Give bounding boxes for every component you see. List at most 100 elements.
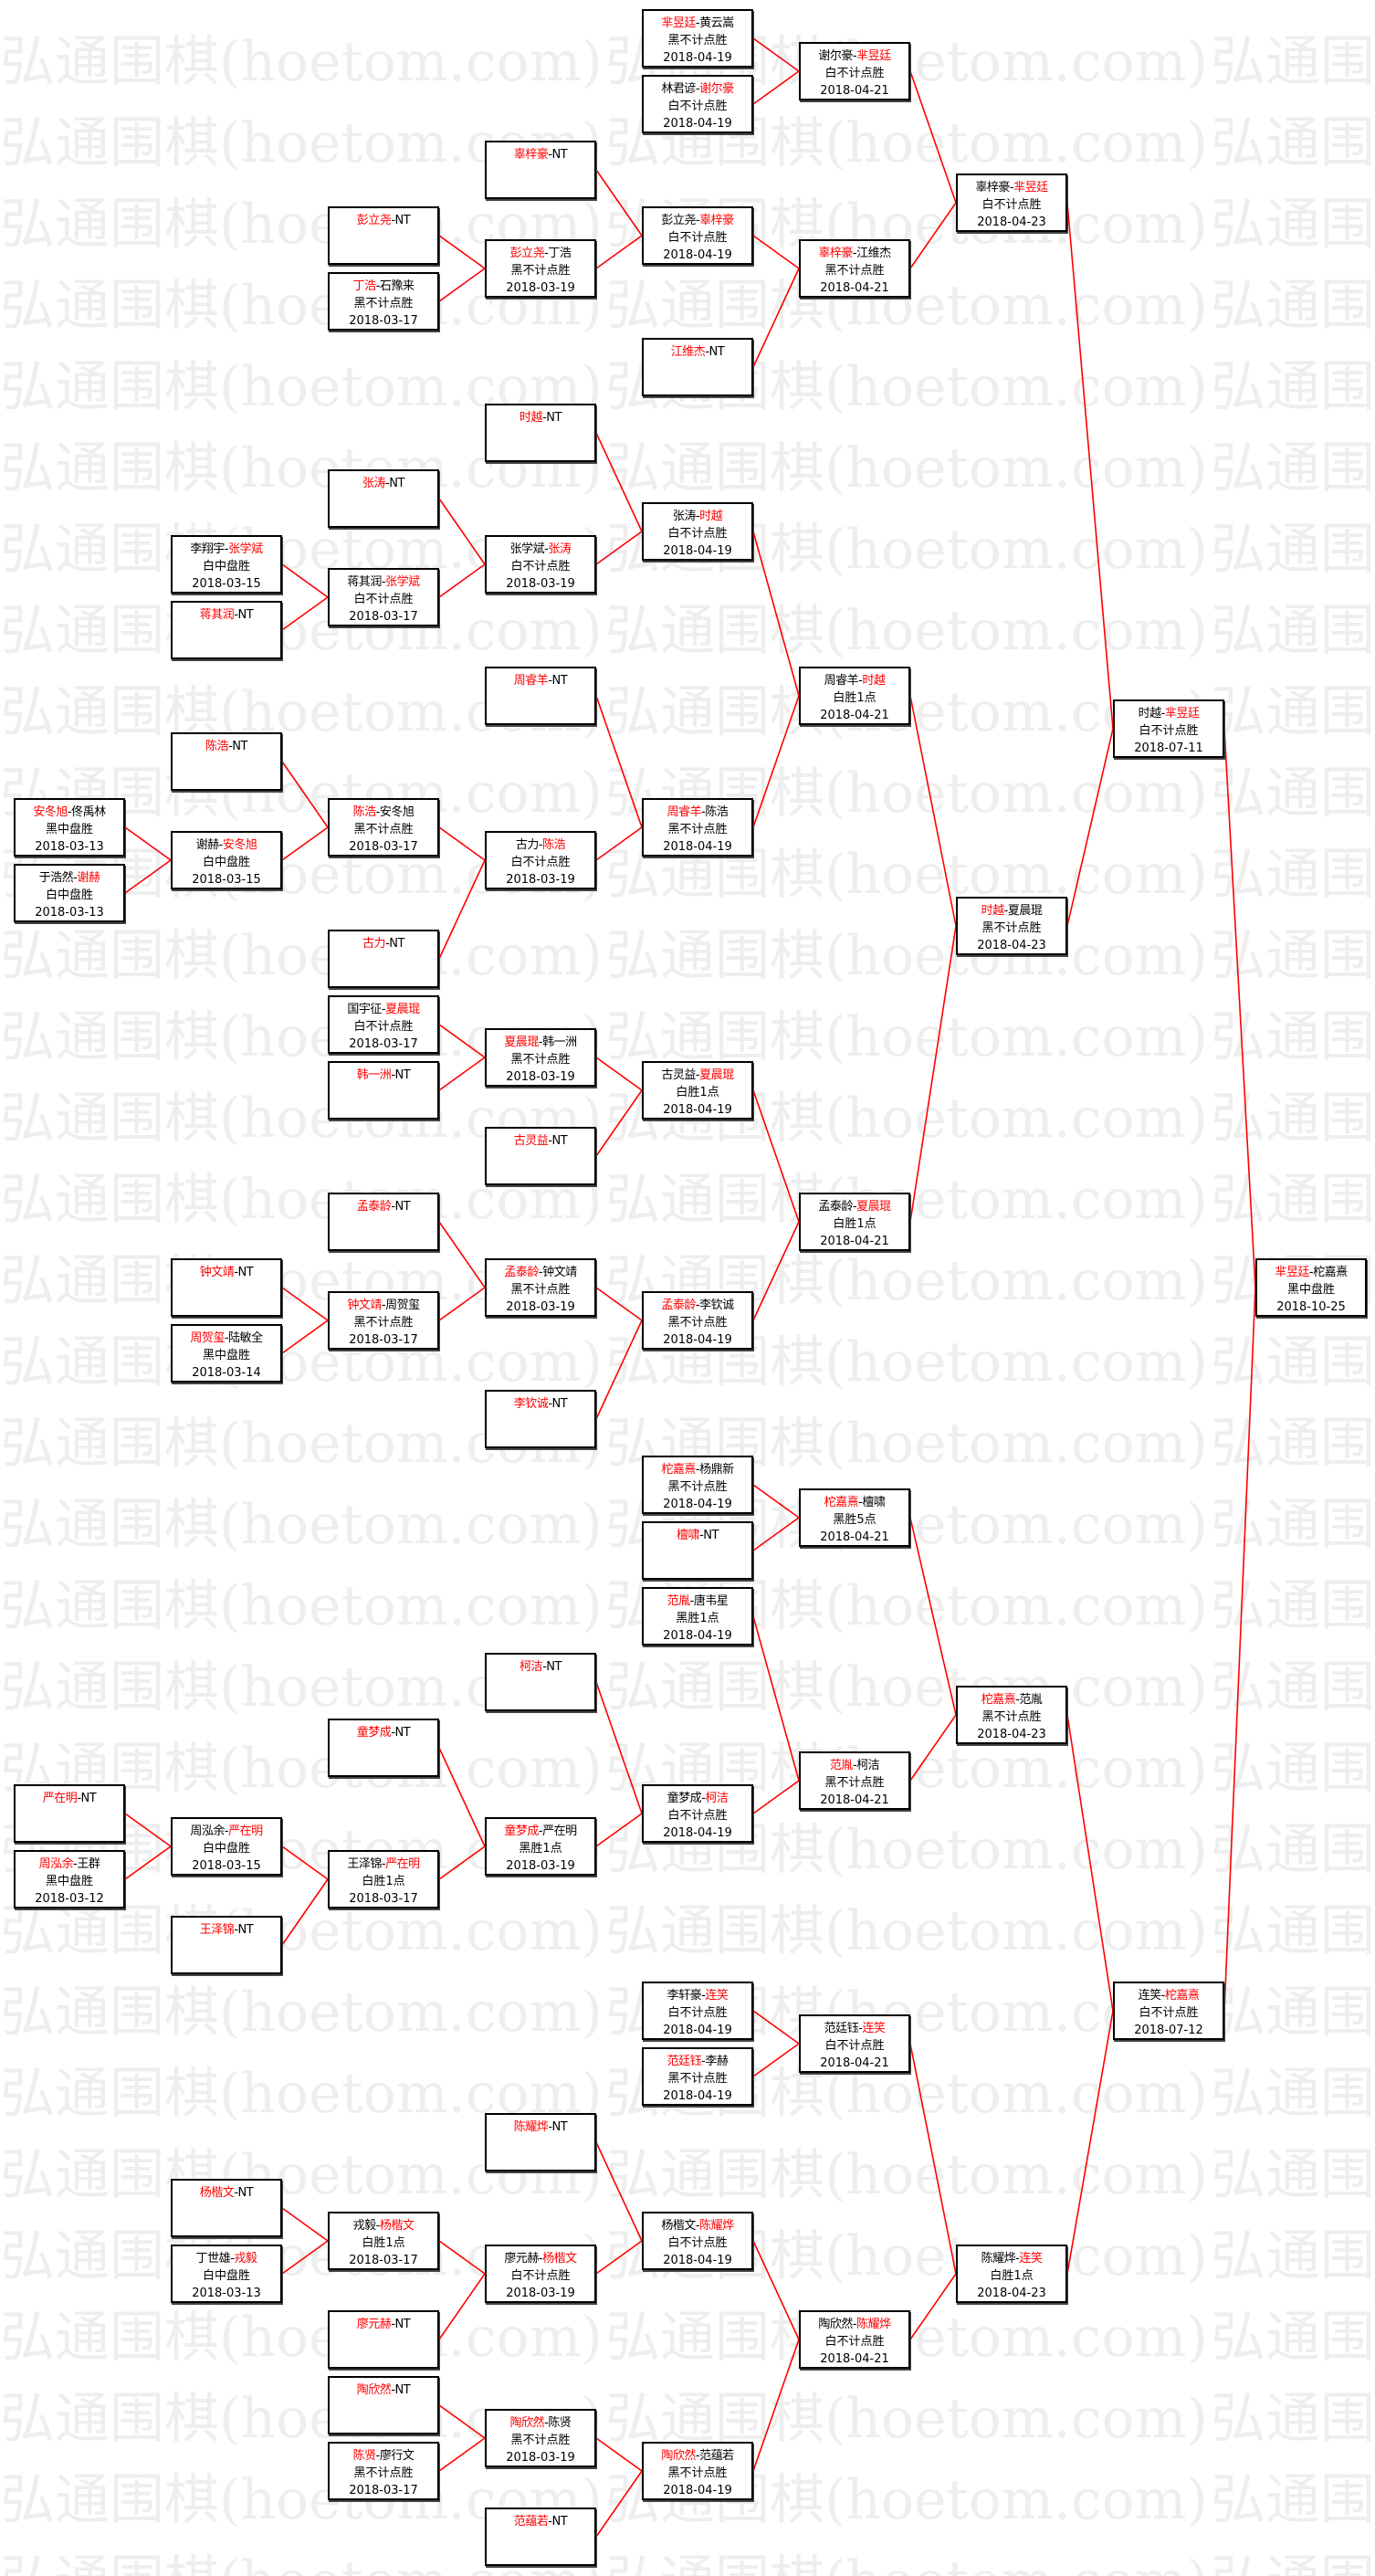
player-name: 王泽锦 xyxy=(347,1857,382,1871)
separator: - xyxy=(375,2219,381,2233)
player-name: NT xyxy=(394,1726,411,1740)
date-line: 2018-04-19 xyxy=(644,49,751,67)
match-date: 2018-04-23 xyxy=(977,1728,1046,1741)
player-name: 周贺玺 xyxy=(385,1299,420,1312)
match-date: 2018-03-19 xyxy=(506,281,575,295)
result-line: 白不计点胜 xyxy=(487,2267,594,2285)
winner-name: 彭立尧 xyxy=(509,247,545,260)
winner-name: 连笑 xyxy=(705,1989,729,2003)
winner-name: 夏晨琨 xyxy=(385,1003,420,1016)
player-name: 孟泰龄 xyxy=(818,1200,853,1214)
bracket-connector xyxy=(752,2010,800,2045)
bracket-connector xyxy=(752,70,800,105)
winner-name: 芈昱廷 xyxy=(1013,181,1048,195)
result-line: 黑不计点胜 xyxy=(487,1051,594,1068)
player-name: 于浩然 xyxy=(38,871,74,885)
match-result: 黑不计点胜 xyxy=(353,297,414,310)
winner-name: 范胤 xyxy=(667,1594,691,1608)
winner-name: 陈耀烨 xyxy=(513,2120,549,2134)
match-players: 戎毅-杨楷文 xyxy=(330,2217,437,2234)
winner-name: 柁嘉熹 xyxy=(981,1693,1016,1707)
match-box: 周睿羊-时越 白胜1点 2018-04-21 xyxy=(799,667,910,725)
winner-name: 张涛 xyxy=(362,477,386,490)
player-name: NT xyxy=(703,1529,719,1542)
separator: - xyxy=(1308,1266,1314,1279)
separator: - xyxy=(705,345,709,359)
date-line: 2018-03-13 xyxy=(16,904,123,921)
bye-box: 周睿羊-NT xyxy=(485,667,596,725)
date-line: 2018-10-25 xyxy=(1257,1299,1365,1316)
date-line: 2018-03-19 xyxy=(487,1068,594,1086)
match-players: 国宇征-夏晨琨 xyxy=(330,1001,437,1018)
bracket-connector xyxy=(438,498,486,565)
match-players: 童梦成-柯洁 xyxy=(644,1790,751,1807)
match-result: 黑不计点胜 xyxy=(510,1053,571,1067)
result-line: 白中盘胜 xyxy=(173,558,280,575)
bracket-connector xyxy=(595,1681,643,1814)
match-box: 李翔宇-张学斌 白中盘胜 2018-03-15 xyxy=(171,535,282,594)
result-line: 黑不计点胜 xyxy=(801,262,908,279)
winner-name: 杨楷文 xyxy=(199,2186,235,2200)
winner-name: 时越 xyxy=(862,674,886,688)
match-box: 谢赫-安冬旭 白中盘胜 2018-03-15 xyxy=(171,831,282,889)
match-players: 彭立尧-辜梓豪 xyxy=(644,212,751,229)
match-box: 柁嘉熹-杨鼎新 黑不计点胜 2018-04-19 xyxy=(642,1456,753,1514)
match-players: 柁嘉熹-范胤 xyxy=(958,1691,1065,1709)
match-result: 白中盘胜 xyxy=(202,1842,250,1856)
bracket-connector xyxy=(909,202,957,269)
bye-box: 严在明-NT xyxy=(14,1784,125,1843)
player-name: 蒋其润 xyxy=(347,575,382,589)
separator: - xyxy=(391,1068,395,1082)
match-players: 檀啸-NT xyxy=(644,1527,751,1544)
match-date: 2018-04-19 xyxy=(663,544,732,558)
match-result: 黑不计点胜 xyxy=(510,1283,571,1297)
winner-name: 辜梓豪 xyxy=(513,148,549,162)
player-name: NT xyxy=(551,2515,568,2529)
separator: - xyxy=(381,1003,386,1016)
match-date: 2018-03-19 xyxy=(506,2287,575,2300)
result-line: 白胜1点 xyxy=(801,1215,908,1233)
separator: - xyxy=(224,1331,229,1345)
bracket-connector xyxy=(595,2437,643,2472)
result-line: 白不计点胜 xyxy=(644,525,751,542)
player-name: 杨楷文 xyxy=(661,2219,696,2233)
winner-name: 夏晨琨 xyxy=(699,1068,734,1082)
winner-name: 夏晨琨 xyxy=(504,1036,539,1049)
match-box: 古力-陈浩 白不计点胜 2018-03-19 xyxy=(485,831,596,889)
player-name: 安冬旭 xyxy=(379,805,415,819)
date-line: 2018-04-21 xyxy=(801,1233,908,1250)
bye-box: 蒋其润-NT xyxy=(171,601,282,659)
player-name: NT xyxy=(546,411,562,425)
player-name: 辜梓豪 xyxy=(975,181,1010,195)
bracket-connector xyxy=(752,1089,800,1223)
date-line: 2018-03-17 xyxy=(330,838,437,856)
player-name: 连笑 xyxy=(1138,1989,1162,2003)
bracket-connector xyxy=(281,1878,329,1946)
bracket-connector xyxy=(752,2043,800,2077)
bracket-connector xyxy=(752,2339,800,2472)
match-box: 国宇征-夏晨琨 白不计点胜 2018-03-17 xyxy=(328,995,439,1054)
match-box: 陈耀烨-连笑 白胜1点 2018-04-23 xyxy=(956,2245,1067,2303)
match-box: 夏晨琨-韩一洲 黑不计点胜 2018-03-19 xyxy=(485,1028,596,1087)
bye-box: 廖元赫-NT xyxy=(328,2310,439,2369)
player-name: 夏晨琨 xyxy=(1007,904,1043,918)
winner-name: 张涛 xyxy=(548,542,572,556)
bracket-connector xyxy=(909,1714,957,1782)
date-line: 2018-04-21 xyxy=(801,1529,908,1546)
player-name: 石豫来 xyxy=(379,279,415,293)
winner-name: 彭立尧 xyxy=(356,214,392,227)
date-line: 2018-04-19 xyxy=(644,2252,751,2269)
bracket-connector xyxy=(595,1813,643,1847)
match-players: 丁世雄-戎毅 xyxy=(173,2250,280,2267)
winner-name: 童梦成 xyxy=(504,1824,539,1838)
winner-name: 钟文靖 xyxy=(199,1266,235,1279)
match-result: 白胜1点 xyxy=(362,1875,405,1888)
match-result: 黑不计点胜 xyxy=(667,1316,728,1330)
player-name: 陶欣然 xyxy=(818,2318,853,2331)
match-players: 廖元赫-杨楷文 xyxy=(487,2250,594,2267)
bracket-connector xyxy=(595,2240,643,2275)
player-name: 钟文靖 xyxy=(542,1266,577,1279)
match-players: 孟泰龄-钟文靖 xyxy=(487,1264,594,1281)
match-players: 谢尔豪-芈昱廷 xyxy=(801,47,908,65)
separator: - xyxy=(701,805,706,819)
